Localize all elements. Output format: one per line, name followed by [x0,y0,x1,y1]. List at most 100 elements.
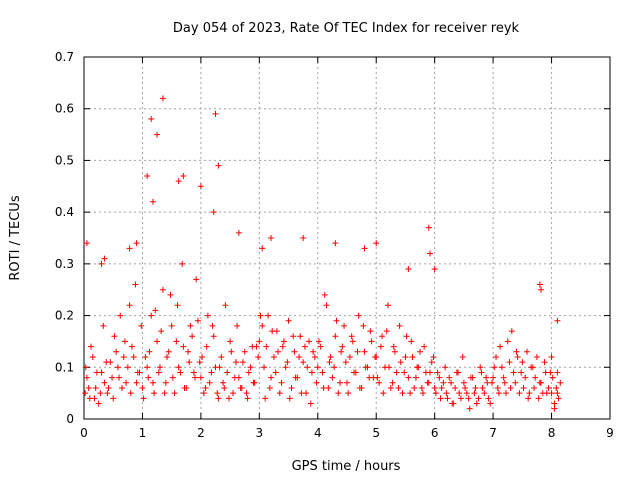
data-point [314,364,321,371]
data-point [126,302,133,309]
data-point [193,276,200,283]
data-point [192,374,199,381]
data-point [332,333,339,340]
data-point [175,178,182,185]
data-point [202,384,209,391]
axis-ticks [83,56,611,420]
data-point [89,353,96,360]
data-point [332,240,339,247]
data-point [189,333,196,340]
data-point [269,328,276,335]
data-point [156,364,163,371]
data-point [325,384,332,391]
data-point [362,364,369,371]
data-point [100,322,107,329]
data-point [149,379,156,386]
data-point [522,374,529,381]
data-point [117,312,124,319]
data-point [342,359,349,366]
data-point [220,379,227,386]
data-point [520,384,527,391]
data-point [348,333,355,340]
data-point [508,328,515,335]
data-point [300,359,307,366]
data-point [127,390,134,397]
data-point [206,379,213,386]
data-point [402,353,409,360]
data-point [466,405,473,412]
data-point [163,353,170,360]
data-point [83,240,90,247]
data-point [144,172,151,179]
data-point [239,359,246,366]
data-point [327,353,334,360]
data-point [197,374,204,381]
data-point [109,374,116,381]
data-point [502,390,509,397]
data-point [180,172,187,179]
data-point [139,384,146,391]
data-point [222,302,229,309]
data-point [491,364,498,371]
x-tick-label: 1 [139,426,147,440]
data-point [291,348,298,355]
x-tick-label: 7 [489,426,497,440]
data-point [128,343,135,350]
data-point [113,348,120,355]
data-point [440,379,447,386]
data-point [432,390,439,397]
data-point [326,359,333,366]
data-point [390,343,397,350]
data-point [557,379,564,386]
x-tick-label: 8 [548,426,556,440]
data-point [462,384,469,391]
data-point [185,348,192,355]
data-point [335,390,342,397]
data-point [263,343,270,350]
data-point [168,322,175,329]
data-point [553,384,560,391]
data-point [495,390,502,397]
data-point [266,384,273,391]
data-point [475,395,482,402]
data-point [446,374,453,381]
data-point [308,369,315,376]
data-point [405,266,412,273]
data-point [313,379,320,386]
data-point [268,235,275,241]
data-point [231,374,238,381]
data-point [82,390,89,397]
data-point [194,317,201,324]
data-point [148,116,155,123]
data-point [525,395,532,402]
data-point [387,384,394,391]
data-point [114,364,121,371]
data-point [551,405,558,412]
data-point [393,369,400,376]
data-point [138,322,145,329]
data-point [549,374,556,381]
data-point [300,235,307,241]
data-point [536,281,543,288]
data-point [538,379,545,386]
data-point [210,333,217,340]
data-point [148,312,155,319]
data-point [82,364,89,371]
data-point [368,338,375,345]
data-point [526,390,533,397]
data-point [317,343,324,350]
data-point [204,312,211,319]
data-point [424,379,431,386]
data-point [494,384,501,391]
data-point [104,390,111,397]
data-point [397,359,404,366]
data-point [339,343,346,350]
data-point [479,384,486,391]
data-point [514,353,521,360]
data-point [531,384,538,391]
y-tick-label: 0.6 [55,102,74,116]
data-point [177,369,184,376]
data-point [457,395,464,402]
data-point [346,353,353,360]
data-point [403,333,410,340]
